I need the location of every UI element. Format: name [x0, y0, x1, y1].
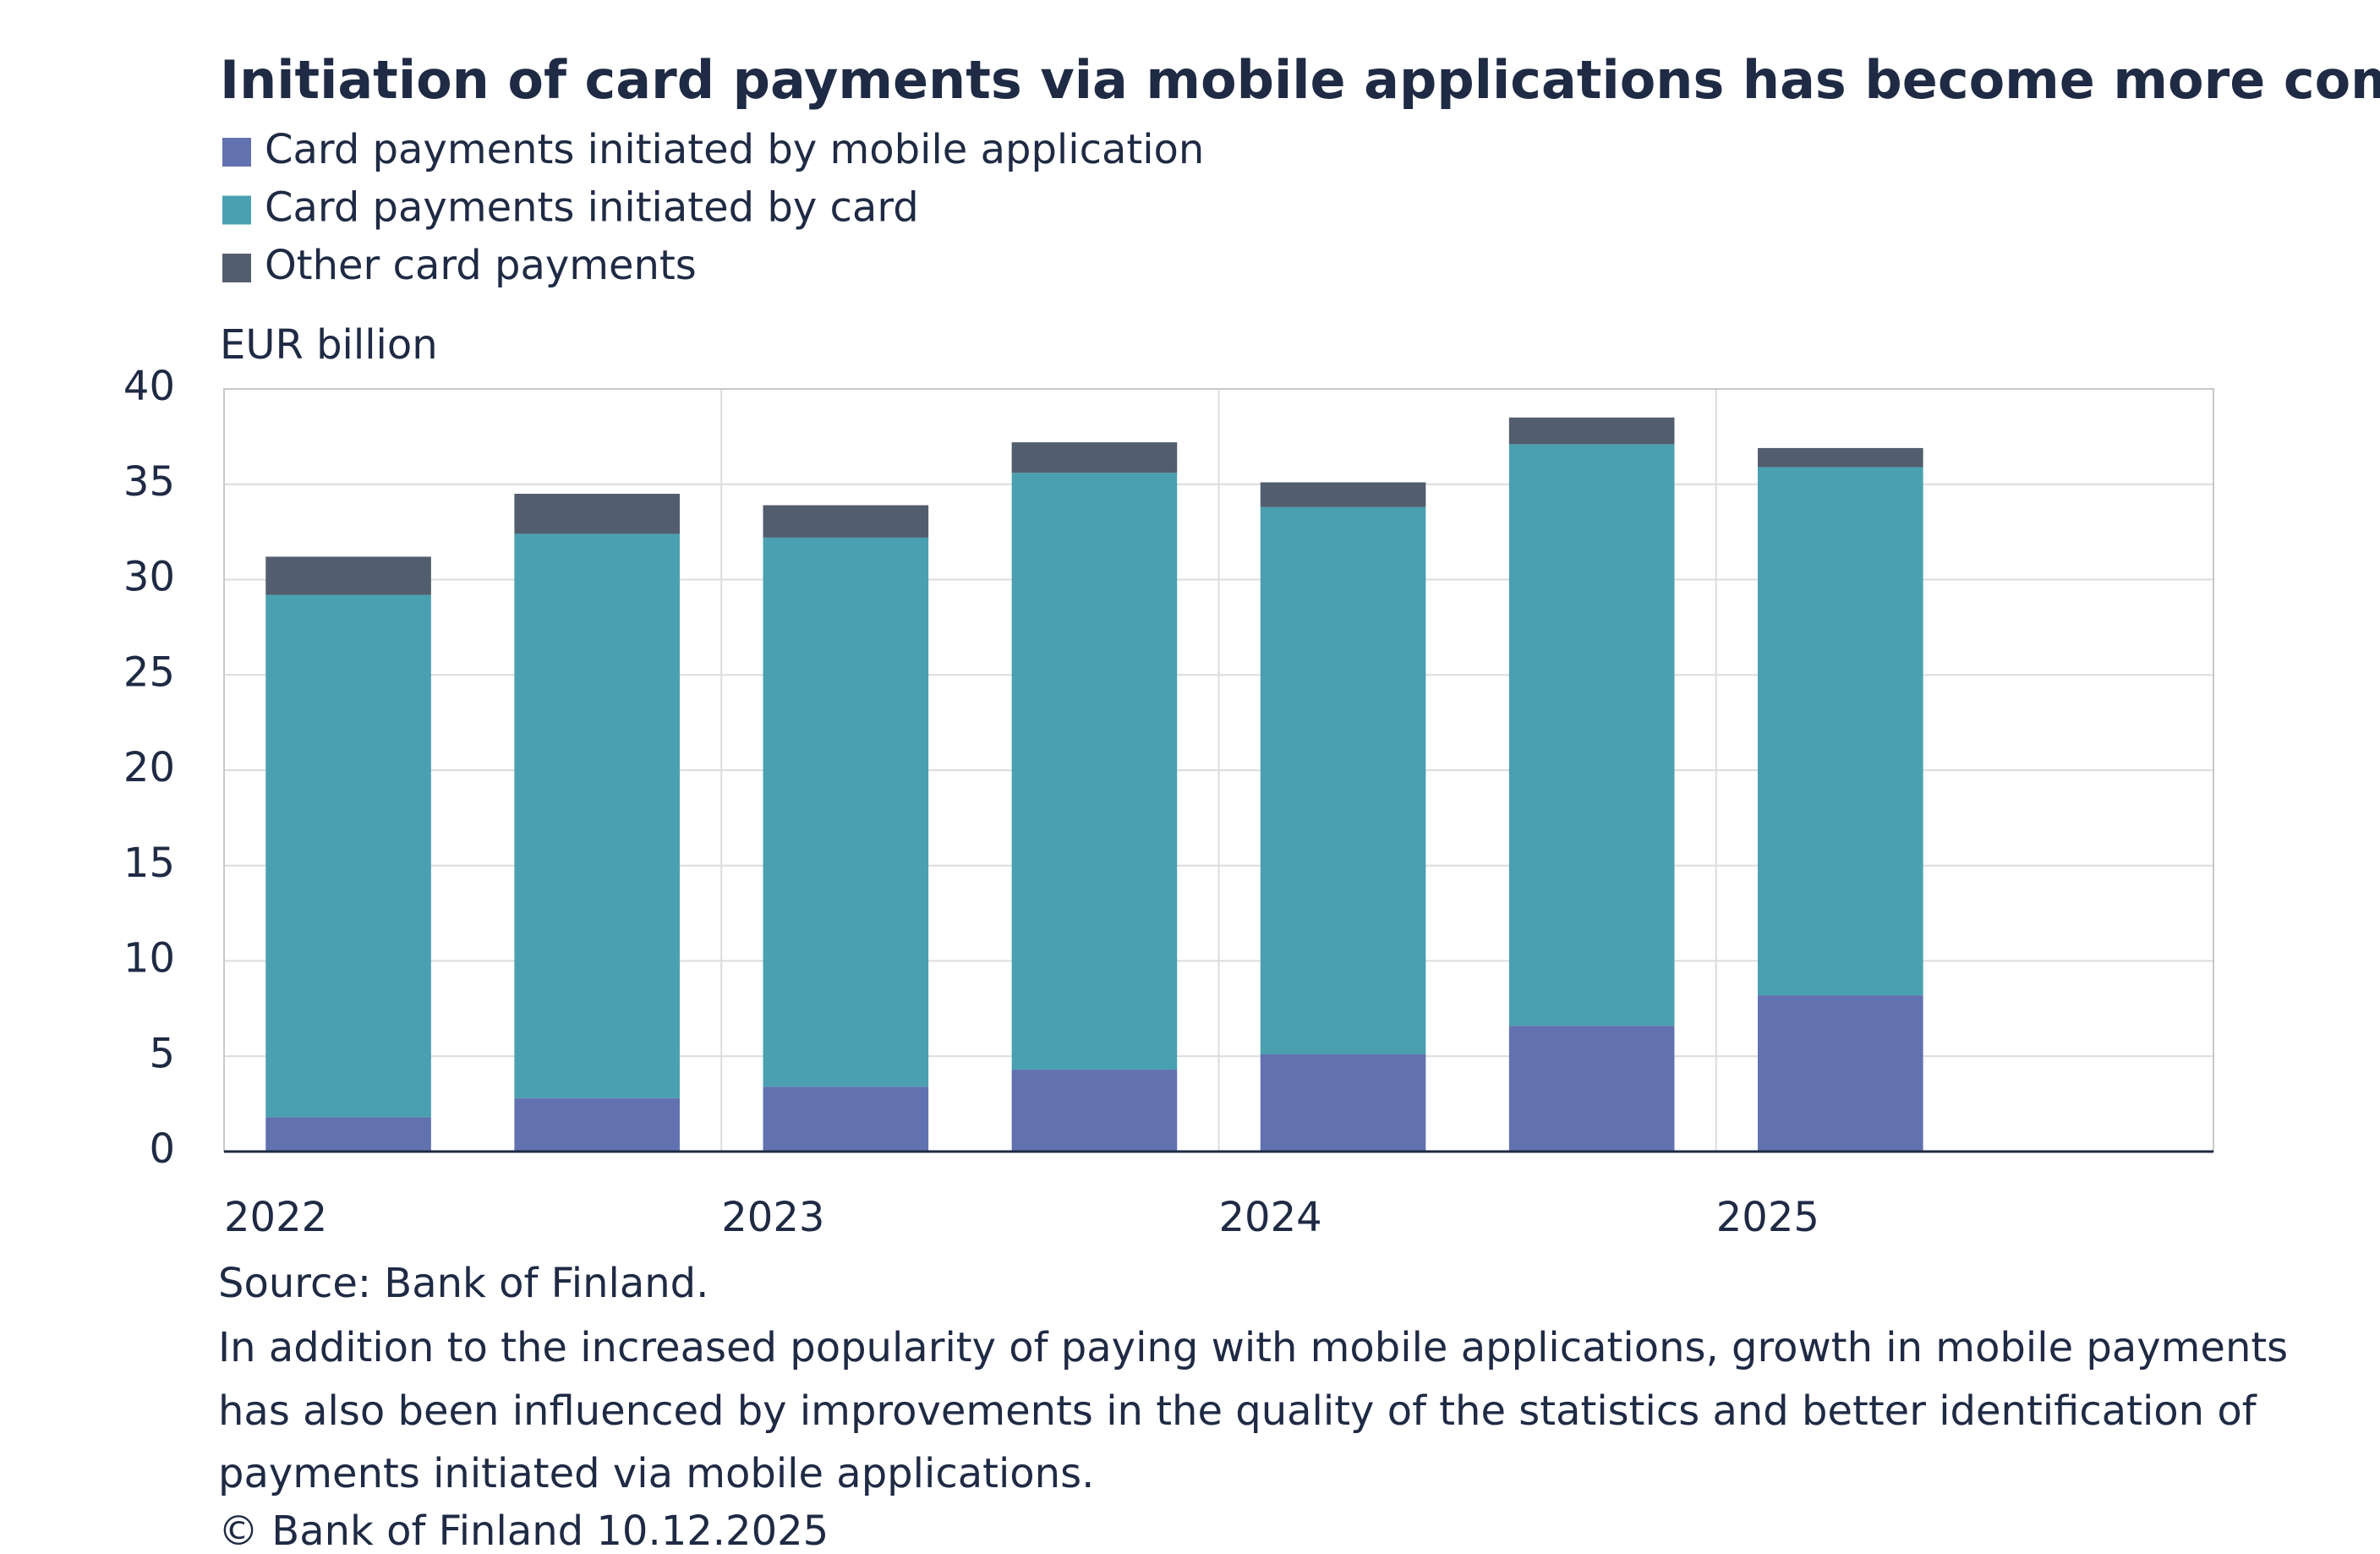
bar-segment: [1758, 467, 1923, 996]
bar-segment: [1260, 1053, 1426, 1152]
bar-segment: [1508, 444, 1675, 1026]
copyright: © Bank of Finland 10.12.2025: [218, 1507, 829, 1554]
legend-swatch: [222, 138, 251, 167]
y-tick-label: 15: [123, 840, 175, 887]
chart-title: Initiation of card payments via mobile a…: [220, 49, 2380, 111]
bar-segment: [514, 1097, 680, 1152]
bar-segment: [763, 505, 929, 538]
y-tick-label: 30: [123, 554, 175, 601]
bar-segment: [1508, 417, 1675, 445]
bar-segment: [763, 1086, 929, 1152]
bar-segment: [1758, 995, 1923, 1152]
bar-segment: [265, 1117, 431, 1152]
note: In addition to the increased popularity …: [218, 1324, 2288, 1371]
bar-segment: [1260, 506, 1426, 1054]
x-tick-label: 2023: [721, 1194, 824, 1241]
bar-segment: [1508, 1026, 1675, 1152]
bar-segment: [514, 534, 680, 1098]
y-tick-label: 40: [123, 363, 175, 410]
bar-segment: [1011, 473, 1178, 1070]
y-tick-label: 35: [123, 458, 175, 506]
x-tick-label: 2025: [1716, 1194, 1819, 1241]
y-tick-label: 25: [123, 648, 175, 696]
y-tick-label: 20: [123, 744, 175, 791]
bar-segment: [1260, 482, 1426, 507]
y-tick-label: 0: [149, 1125, 175, 1173]
note: payments initiated via mobile applicatio…: [218, 1450, 1094, 1497]
bar-segment: [514, 494, 680, 534]
bar-segment: [1011, 442, 1178, 473]
legend-label: Card payments initiated by card: [265, 184, 919, 232]
x-tick-label: 2022: [224, 1194, 327, 1241]
y-tick-label: 5: [149, 1030, 175, 1077]
x-tick-label: 2024: [1219, 1194, 1322, 1241]
y-tick-label: 10: [123, 935, 175, 982]
y-axis-label: EUR billion: [220, 321, 438, 369]
legend-swatch: [222, 195, 251, 225]
legend-swatch: [222, 254, 251, 282]
bar-segment: [265, 556, 431, 595]
bar-segment: [265, 594, 431, 1118]
bar-segment: [1758, 447, 1923, 468]
note: has also been influenced by improvements…: [218, 1387, 2257, 1435]
bar-segment: [763, 537, 929, 1087]
legend-label: Card payments initiated by mobile applic…: [265, 126, 1204, 173]
source: Source: Bank of Finland.: [218, 1260, 709, 1307]
bar-segment: [1011, 1070, 1178, 1152]
legend-label: Other card payments: [265, 242, 697, 289]
